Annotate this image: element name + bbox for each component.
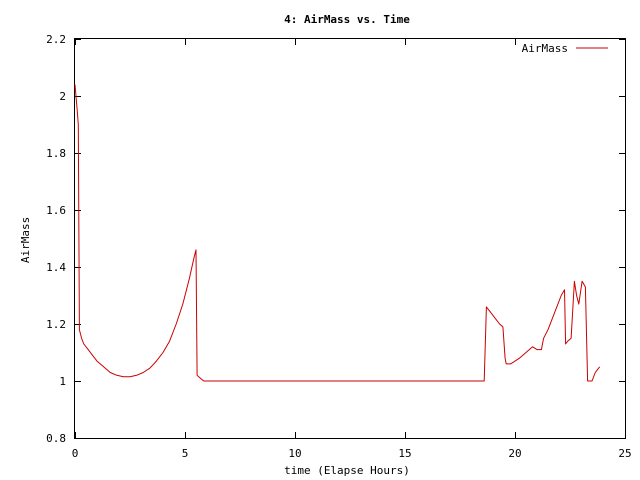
plot-frame — [74, 38, 626, 439]
x-tick-label: 15 — [398, 447, 411, 460]
y-tick-label: 2.2 — [46, 33, 66, 46]
legend-label-airmass: AirMass — [522, 42, 568, 55]
y-tick-label: 1 — [59, 375, 66, 388]
y-tick-label: 1.2 — [46, 318, 66, 331]
y-axis-label: AirMass — [19, 217, 32, 263]
x-tick-label: 0 — [72, 447, 79, 460]
x-tick-label: 10 — [288, 447, 301, 460]
y-tick-label: 2 — [59, 90, 66, 103]
x-tick-label: 5 — [182, 447, 189, 460]
y-tick-label: 1.8 — [46, 147, 66, 160]
chart-title: 4: AirMass vs. Time — [284, 13, 410, 26]
axis-ticks — [75, 39, 626, 439]
series-layer — [74, 84, 601, 382]
x-tick-label: 20 — [508, 447, 521, 460]
y-tick-label: 1.4 — [46, 261, 66, 274]
legend: AirMass — [522, 42, 608, 55]
x-tick-label: 25 — [618, 447, 631, 460]
x-axis-label: time (Elapse Hours) — [284, 464, 410, 477]
x-tick-labels: 0 5 10 15 20 25 — [72, 447, 632, 460]
y-tick-labels: 0.8 1 1.2 1.4 1.6 1.8 2 2.2 — [46, 33, 66, 445]
y-tick-label: 0.8 — [46, 432, 66, 445]
y-tick-label: 1.6 — [46, 204, 66, 217]
series-line-airmass — [74, 84, 601, 382]
